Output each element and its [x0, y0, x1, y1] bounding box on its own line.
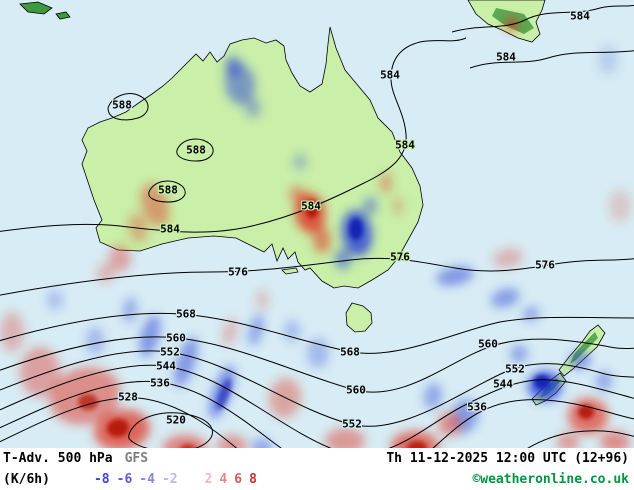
- kangaroo-island: [281, 267, 299, 275]
- chart-title: T-Adv. 500 hPa: [3, 451, 113, 466]
- cold-advection-cores: [216, 218, 550, 410]
- footer-row-2: (K/6h) -8 -6 -4 -2 2 4 6 8 ©weatheronline.co.uk: [0, 469, 634, 490]
- unit-label: (K/6h): [3, 472, 50, 487]
- copyright-link[interactable]: ©weatheronline.co.uk: [472, 472, 629, 487]
- tasmania-island: [345, 302, 373, 333]
- timor-island: [19, 1, 53, 15]
- contour-lines: [0, 4, 634, 448]
- weather-map-image: [0, 0, 634, 448]
- cold-advection-blobs: [47, 46, 618, 448]
- scale-value: 6: [234, 472, 243, 487]
- scale-value: -6: [116, 472, 133, 487]
- scale-value: 8: [249, 472, 257, 487]
- color-scale: -8 -6 -4 -2 2 4 6 8: [94, 469, 264, 490]
- datetime-label: Th 11-12-2025 12:00 UTC (12+96): [386, 451, 629, 466]
- chart-title-group: T-Adv. 500 hPa GFS: [3, 448, 148, 469]
- scale-value: -4: [139, 472, 155, 487]
- footer-bar: T-Adv. 500 hPa GFS Th 11-12-2025 12:00 U…: [0, 448, 634, 490]
- map-area: 588 588 588 584 584 584 584 584 584 576 576 576 568 5…: [0, 0, 634, 448]
- scale-value: 2: [204, 472, 213, 487]
- legend-group: (K/6h) -8 -6 -4 -2 2 4 6 8: [3, 469, 264, 490]
- footer-row-1: T-Adv. 500 hPa GFS Th 11-12-2025 12:00 U…: [0, 448, 634, 469]
- scale-value: 4: [219, 472, 228, 487]
- scale-value: -8: [93, 472, 110, 487]
- australia-landmass: [81, 26, 424, 289]
- model-name: GFS: [124, 451, 149, 466]
- scale-value: -2: [161, 472, 178, 487]
- warm-advection-blobs: [0, 18, 631, 448]
- small-island: [55, 11, 71, 20]
